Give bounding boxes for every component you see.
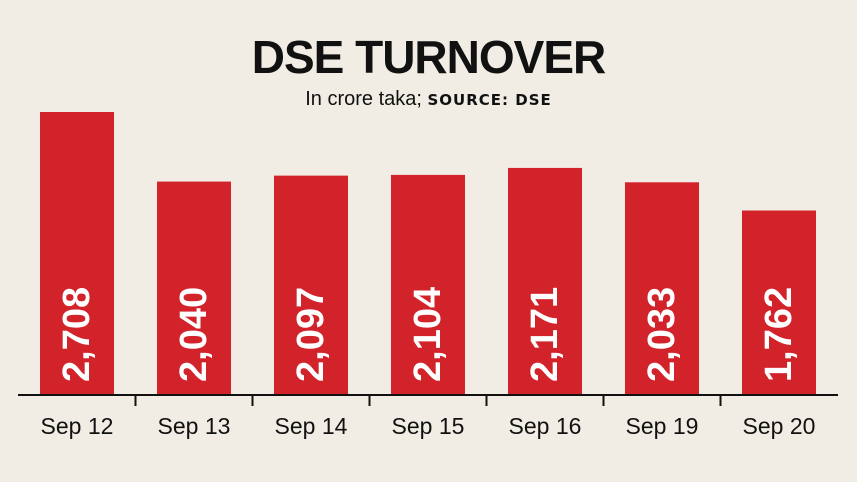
bar (40, 112, 114, 394)
bar-value-label: 1,762 (758, 287, 800, 382)
bar (274, 175, 348, 394)
bar (157, 181, 231, 394)
bar-value-label: 2,033 (641, 287, 683, 382)
bar-value-label: 2,708 (56, 287, 98, 382)
chart-title: DSE TURNOVER (251, 31, 606, 83)
bar (742, 210, 816, 394)
bar-value-label: 2,171 (524, 287, 566, 382)
x-tick-label: Sep 14 (275, 413, 348, 439)
bar (508, 167, 582, 394)
bar-value-label: 2,104 (407, 287, 449, 382)
bar-value-label: 2,097 (290, 287, 332, 382)
unit-note: In crore taka; (305, 88, 422, 110)
x-tick-label: Sep 12 (41, 413, 114, 439)
x-tick-label: Sep 20 (743, 413, 816, 439)
bar (391, 174, 465, 394)
x-tick-label: Sep 15 (392, 413, 465, 439)
bar (625, 182, 699, 394)
source-note: SOURCE: DSE (427, 91, 552, 109)
x-tick-label: Sep 13 (158, 413, 231, 439)
x-tick-label: Sep 16 (509, 413, 582, 439)
chart-subtitle: In crore taka; SOURCE: DSE (0, 88, 857, 111)
x-tick-label: Sep 19 (626, 413, 699, 439)
bar-value-label: 2,040 (173, 287, 215, 382)
